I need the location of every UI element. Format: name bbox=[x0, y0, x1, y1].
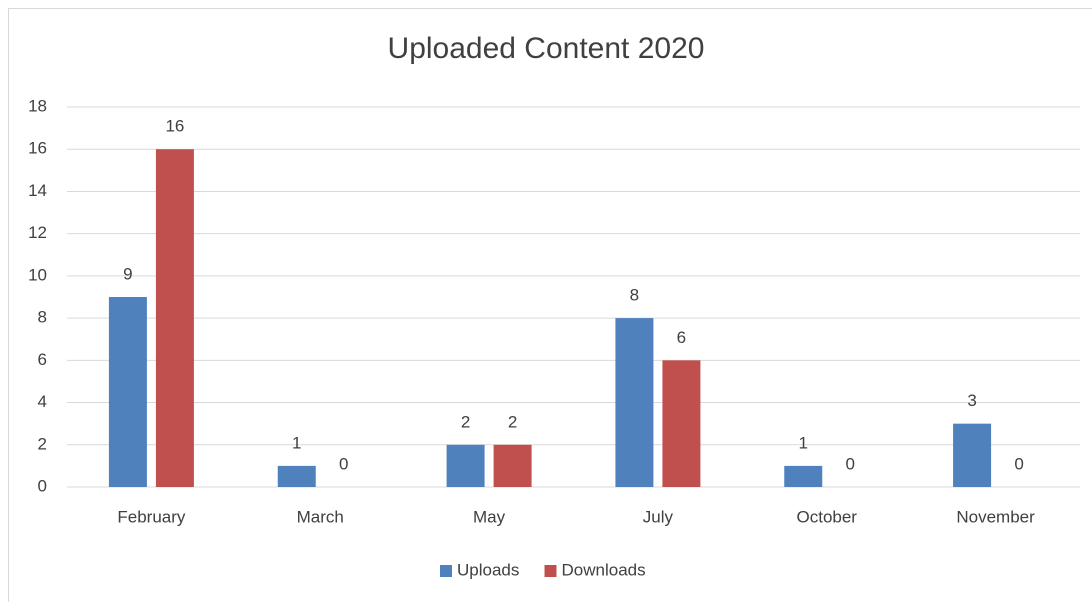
data-label: 16 bbox=[165, 117, 184, 136]
x-tick-label: July bbox=[643, 507, 674, 526]
legend-label: Downloads bbox=[562, 560, 646, 579]
x-tick-label: November bbox=[956, 507, 1035, 526]
data-label: 9 bbox=[123, 264, 132, 283]
x-tick-label: February bbox=[117, 507, 186, 526]
chart-title: Uploaded Content 2020 bbox=[388, 32, 705, 65]
data-label: 8 bbox=[630, 286, 639, 305]
y-tick-label: 8 bbox=[38, 308, 47, 327]
data-label: 2 bbox=[508, 412, 517, 431]
y-tick-label: 16 bbox=[28, 139, 47, 158]
x-tick-label: March bbox=[297, 507, 344, 526]
bar bbox=[155, 149, 194, 487]
y-tick-label: 4 bbox=[38, 392, 47, 411]
data-label: 3 bbox=[967, 391, 976, 410]
data-label: 1 bbox=[799, 433, 808, 452]
data-label: 6 bbox=[677, 328, 686, 347]
data-label: 0 bbox=[1014, 454, 1023, 473]
y-tick-label: 12 bbox=[28, 223, 47, 242]
bar bbox=[493, 444, 532, 487]
x-tick-label: May bbox=[473, 507, 506, 526]
data-label: 0 bbox=[339, 454, 348, 473]
bar bbox=[277, 465, 316, 487]
legend-swatch bbox=[440, 565, 452, 577]
y-tick-label: 6 bbox=[38, 350, 47, 369]
legend-swatch bbox=[544, 565, 557, 577]
y-tick-label: 18 bbox=[28, 96, 47, 115]
legend-label: Uploads bbox=[457, 560, 519, 579]
bar bbox=[953, 423, 992, 487]
data-label: 2 bbox=[461, 412, 470, 431]
y-tick-label: 10 bbox=[28, 265, 47, 284]
bar bbox=[784, 465, 823, 487]
data-label: 1 bbox=[292, 433, 301, 452]
bar bbox=[108, 297, 147, 487]
bar bbox=[446, 444, 485, 487]
bar bbox=[662, 360, 701, 487]
data-label: 0 bbox=[846, 454, 855, 473]
y-tick-label: 2 bbox=[38, 434, 47, 453]
bar bbox=[615, 318, 654, 487]
x-tick-label: October bbox=[797, 507, 858, 526]
y-tick-label: 0 bbox=[38, 476, 47, 495]
y-tick-label: 14 bbox=[28, 181, 47, 200]
